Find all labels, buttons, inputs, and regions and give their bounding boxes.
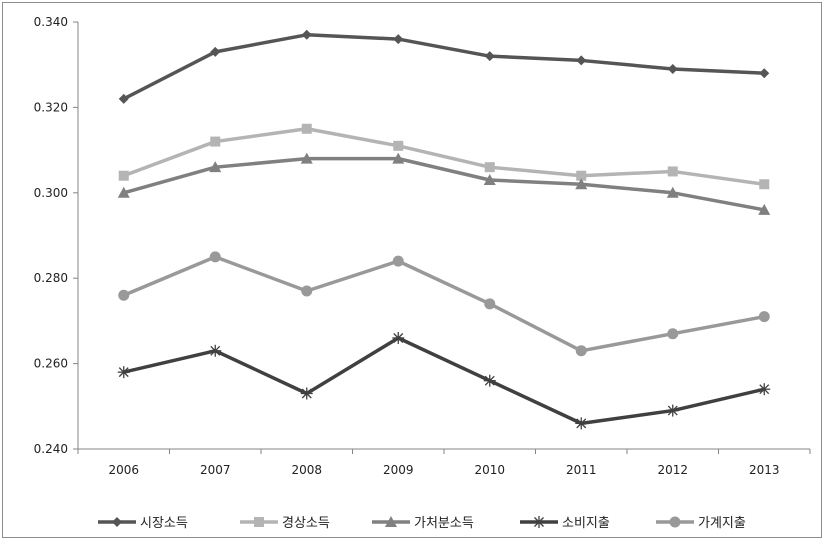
- data-point: [118, 170, 129, 181]
- data-point: [393, 34, 404, 45]
- legend-item: 가계지출: [656, 516, 746, 531]
- data-point: [667, 166, 678, 177]
- series-line: [123, 255, 765, 353]
- data-point: [385, 516, 397, 527]
- data-point: [117, 186, 130, 198]
- legend-item: 가처분소득: [372, 516, 474, 531]
- series-square: [118, 123, 770, 190]
- series-circle: [118, 251, 770, 357]
- data-point: [576, 170, 587, 181]
- legend-label: 가계지출: [698, 516, 746, 531]
- star-stroke: [759, 384, 770, 395]
- series-star: [117, 331, 771, 430]
- data-point: [575, 178, 588, 190]
- series-line: [123, 127, 765, 186]
- data-point: [666, 186, 679, 198]
- star-stroke: [210, 345, 221, 356]
- x-tick-label: 2012: [657, 463, 688, 477]
- data-point: [576, 55, 587, 66]
- data-point: [667, 328, 679, 340]
- data-point: [759, 179, 770, 190]
- data-point: [392, 152, 405, 164]
- data-point: [575, 417, 588, 430]
- data-point: [575, 345, 587, 357]
- series-line: [122, 33, 765, 101]
- legend-item: 소비지출: [520, 516, 610, 531]
- legend-label: 가처분소득: [414, 516, 474, 531]
- legend-item: 시장소득: [98, 516, 188, 531]
- star-stroke: [576, 418, 587, 429]
- data-point: [118, 289, 130, 301]
- x-tick-label: 2009: [383, 463, 414, 477]
- data-point: [669, 516, 681, 528]
- series-diamond: [118, 29, 770, 104]
- legend-label: 시장소득: [140, 516, 188, 531]
- data-point: [209, 344, 222, 357]
- series-layer: [117, 29, 771, 430]
- data-point: [300, 152, 313, 164]
- star-stroke: [393, 333, 404, 343]
- y-tick-label: 0.340: [34, 15, 68, 29]
- data-point: [301, 285, 313, 297]
- legend-label: 소비지출: [562, 516, 610, 531]
- data-point: [301, 29, 312, 40]
- data-point: [759, 68, 770, 79]
- legend-item: 경상소득: [240, 516, 330, 531]
- data-point: [300, 387, 313, 400]
- data-point: [210, 136, 221, 147]
- star-stroke: [301, 388, 312, 399]
- y-tick-label: 0.320: [34, 100, 68, 114]
- star-stroke: [484, 375, 495, 386]
- data-point: [667, 63, 678, 74]
- data-point: [483, 374, 496, 387]
- data-point: [210, 46, 221, 57]
- legend: 시장소득 경상소득 가처분소득 소비지출 가계지출: [98, 516, 746, 531]
- data-point: [393, 140, 404, 151]
- data-point: [758, 383, 771, 396]
- data-point: [392, 255, 404, 267]
- series-line: [123, 336, 765, 426]
- data-point: [758, 203, 771, 215]
- star-stroke: [118, 367, 129, 378]
- star-stroke: [534, 517, 544, 527]
- axes: 0.240 0.260 0.280 0.300 0.320 0.340 2006 2007 20…: [34, 15, 811, 477]
- data-point: [301, 123, 312, 134]
- x-tick-label: 2006: [108, 463, 139, 477]
- data-point: [533, 516, 545, 528]
- data-point: [484, 298, 496, 310]
- series-line: [123, 156, 765, 212]
- data-point: [118, 93, 129, 104]
- x-tick-label: 2010: [474, 463, 505, 477]
- x-tick-label: 2013: [749, 463, 780, 477]
- data-point: [112, 517, 122, 527]
- legend-label: 경상소득: [282, 516, 330, 531]
- data-point: [117, 366, 130, 379]
- star-stroke: [667, 405, 678, 416]
- y-tick-label: 0.280: [34, 271, 68, 285]
- y-tick-label: 0.240: [34, 442, 68, 456]
- x-tick-label: 2008: [291, 463, 322, 477]
- y-tick-label: 0.260: [34, 357, 68, 371]
- data-point: [483, 173, 496, 185]
- data-point: [484, 51, 495, 62]
- series-triangle: [117, 152, 771, 215]
- data-point: [254, 517, 264, 527]
- x-tick-label: 2007: [200, 463, 231, 477]
- data-point: [209, 161, 222, 173]
- data-point: [758, 311, 770, 323]
- y-tick-label: 0.300: [34, 186, 68, 200]
- data-point: [666, 404, 679, 417]
- data-point: [392, 331, 405, 344]
- data-point: [209, 251, 221, 263]
- x-tick-label: 2011: [566, 463, 597, 477]
- data-point: [484, 162, 495, 173]
